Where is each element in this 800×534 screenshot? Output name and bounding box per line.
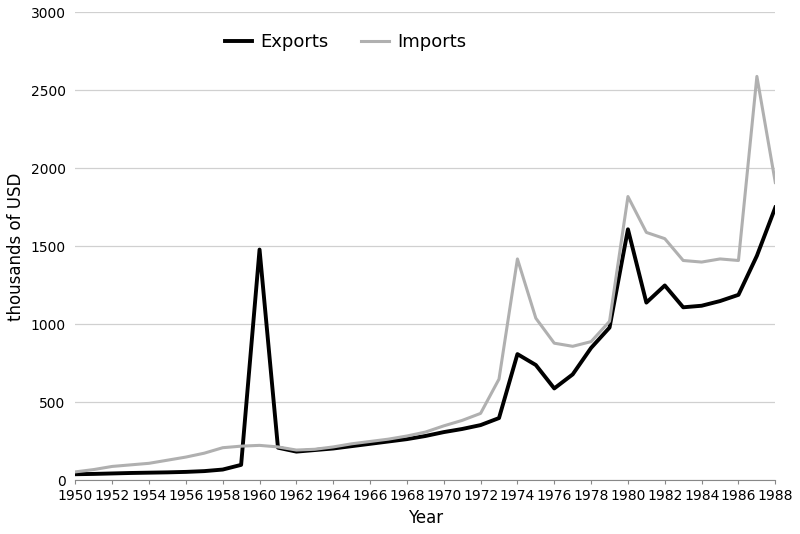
Exports <box>384 438 394 445</box>
Imports <box>236 443 246 449</box>
Exports <box>678 304 688 310</box>
Imports <box>734 257 743 264</box>
Imports <box>126 462 135 468</box>
X-axis label: Year: Year <box>408 509 443 527</box>
Imports <box>384 436 394 442</box>
Exports <box>421 433 430 439</box>
Exports <box>586 344 596 351</box>
Exports <box>402 436 412 442</box>
Imports <box>199 450 209 457</box>
Exports <box>89 470 98 477</box>
Exports <box>458 426 467 432</box>
Imports <box>550 340 559 347</box>
Exports <box>199 468 209 474</box>
Exports <box>181 469 190 475</box>
Imports <box>329 444 338 450</box>
Y-axis label: thousands of USD: thousands of USD <box>7 172 25 320</box>
Exports <box>770 204 780 210</box>
Imports <box>107 463 117 469</box>
Exports <box>734 292 743 298</box>
Imports <box>421 429 430 435</box>
Exports <box>70 471 80 477</box>
Line: Exports: Exports <box>75 207 775 474</box>
Imports <box>402 433 412 439</box>
Exports <box>642 300 651 306</box>
Exports <box>347 443 357 449</box>
Imports <box>678 257 688 264</box>
Imports <box>770 179 780 186</box>
Exports <box>568 371 578 378</box>
Exports <box>273 444 282 451</box>
Imports <box>458 417 467 423</box>
Exports <box>439 429 449 435</box>
Imports <box>439 423 449 429</box>
Exports <box>329 445 338 452</box>
Exports <box>236 462 246 468</box>
Exports <box>697 303 706 309</box>
Imports <box>568 343 578 350</box>
Imports <box>366 438 375 445</box>
Imports <box>605 318 614 325</box>
Imports <box>218 444 227 451</box>
Exports <box>531 362 541 368</box>
Imports <box>144 460 154 467</box>
Imports <box>162 457 172 464</box>
Exports <box>550 385 559 391</box>
Exports <box>291 449 301 455</box>
Exports <box>144 469 154 476</box>
Exports <box>310 447 320 453</box>
Imports <box>291 447 301 453</box>
Imports <box>715 256 725 262</box>
Imports <box>70 469 80 475</box>
Exports <box>605 324 614 331</box>
Exports <box>752 253 762 259</box>
Imports <box>752 73 762 80</box>
Exports <box>162 469 172 476</box>
Imports <box>513 256 522 262</box>
Exports <box>494 415 504 421</box>
Line: Imports: Imports <box>75 76 775 472</box>
Exports <box>107 470 117 477</box>
Imports <box>476 410 486 417</box>
Imports <box>89 466 98 473</box>
Exports <box>126 470 135 476</box>
Imports <box>310 446 320 452</box>
Exports <box>660 282 670 289</box>
Exports <box>218 466 227 473</box>
Exports <box>366 441 375 447</box>
Exports <box>513 351 522 357</box>
Imports <box>697 259 706 265</box>
Legend: Exports, Imports: Exports, Imports <box>218 26 474 59</box>
Imports <box>623 193 633 200</box>
Exports <box>623 226 633 232</box>
Imports <box>642 229 651 235</box>
Exports <box>476 422 486 428</box>
Exports <box>254 246 264 253</box>
Imports <box>494 376 504 382</box>
Imports <box>273 444 282 450</box>
Exports <box>715 298 725 304</box>
Imports <box>181 454 190 460</box>
Imports <box>254 442 264 449</box>
Imports <box>347 441 357 447</box>
Imports <box>586 339 596 345</box>
Imports <box>660 235 670 242</box>
Imports <box>531 315 541 321</box>
